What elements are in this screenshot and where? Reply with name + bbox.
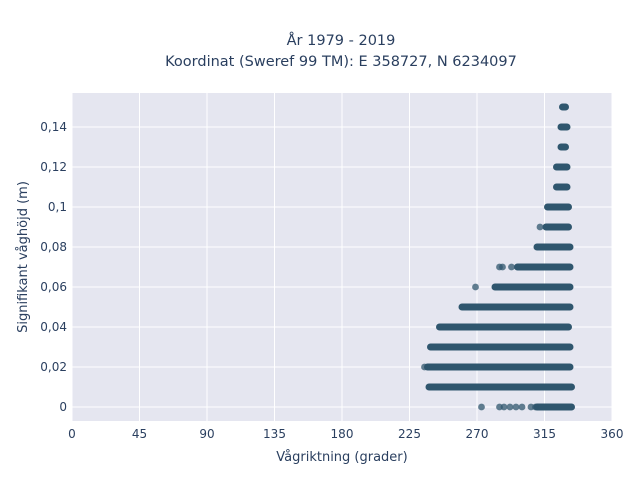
data-point	[472, 283, 479, 291]
data-point-band	[458, 303, 574, 311]
data-point-band	[553, 163, 571, 171]
x-axis-ticks: 0 45 90 135 180 225 270 315 360	[68, 427, 623, 441]
x-tick-label: 0	[68, 427, 76, 441]
data-point	[478, 403, 485, 411]
data-point	[499, 263, 506, 271]
x-tick-label: 45	[132, 427, 147, 441]
x-tick-label: 135	[263, 427, 286, 441]
data-point-band	[491, 283, 574, 291]
x-tick-label: 360	[601, 427, 624, 441]
data-point	[508, 263, 515, 271]
y-tick-label: 0,06	[40, 280, 67, 294]
data-point-band	[557, 123, 571, 131]
data-point-band	[514, 263, 574, 271]
y-tick-label: 0,04	[40, 320, 67, 334]
y-tick-label: 0,02	[40, 360, 67, 374]
y-tick-label: 0,1	[48, 200, 67, 214]
x-tick-label: 90	[199, 427, 214, 441]
x-tick-label: 315	[533, 427, 556, 441]
data-point-band	[553, 183, 571, 191]
data-point-band	[542, 223, 572, 231]
x-tick-label: 270	[466, 427, 489, 441]
x-axis-title: Vågriktning (grader)	[276, 450, 407, 465]
data-point	[536, 223, 544, 231]
data-point-band	[427, 343, 574, 351]
data-point	[512, 403, 520, 411]
data-point-band	[424, 363, 574, 371]
data-point-band	[559, 103, 569, 111]
chart-title-line-2: Koordinat (Sweref 99 TM): E 358727, N 62…	[165, 54, 517, 70]
y-tick-label: 0,14	[40, 120, 67, 134]
y-tick-label: 0,08	[40, 240, 67, 254]
x-tick-label: 180	[331, 427, 354, 441]
data-point-band	[557, 143, 569, 151]
data-point-band	[436, 323, 572, 331]
data-points	[421, 103, 575, 411]
data-point	[532, 403, 539, 411]
data-point	[518, 403, 526, 411]
data-point-band	[425, 383, 575, 391]
data-point-band	[533, 403, 575, 411]
y-axis-ticks: 0 0,02 0,04 0,06 0,08 0,1 0,12 0,14	[40, 120, 67, 414]
y-axis-title: Signifikant våghöjd (m)	[16, 181, 31, 333]
chart-title-line-1: År 1979 - 2019	[287, 32, 396, 49]
data-point-band	[544, 203, 572, 211]
y-tick-label: 0	[59, 400, 67, 414]
data-point	[506, 403, 514, 411]
x-tick-label: 225	[398, 427, 421, 441]
data-point	[500, 403, 508, 411]
y-tick-label: 0,12	[40, 160, 67, 174]
data-point	[421, 363, 428, 371]
data-point-band	[533, 243, 574, 251]
